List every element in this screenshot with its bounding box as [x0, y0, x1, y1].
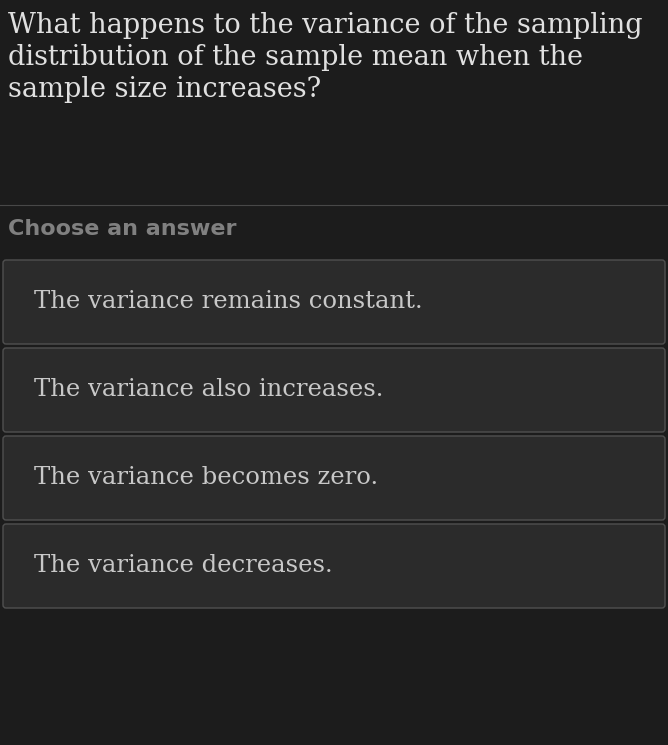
FancyBboxPatch shape: [3, 436, 665, 520]
Text: Choose an answer: Choose an answer: [8, 219, 236, 239]
FancyBboxPatch shape: [3, 348, 665, 432]
Text: The variance also increases.: The variance also increases.: [34, 378, 383, 402]
Text: sample size increases?: sample size increases?: [8, 76, 321, 103]
Text: What happens to the variance of the sampling: What happens to the variance of the samp…: [8, 12, 643, 39]
FancyBboxPatch shape: [3, 260, 665, 344]
Text: The variance remains constant.: The variance remains constant.: [34, 291, 423, 314]
FancyBboxPatch shape: [3, 524, 665, 608]
Text: The variance decreases.: The variance decreases.: [34, 554, 333, 577]
Text: The variance becomes zero.: The variance becomes zero.: [34, 466, 378, 489]
Text: distribution of the sample mean when the: distribution of the sample mean when the: [8, 44, 583, 71]
